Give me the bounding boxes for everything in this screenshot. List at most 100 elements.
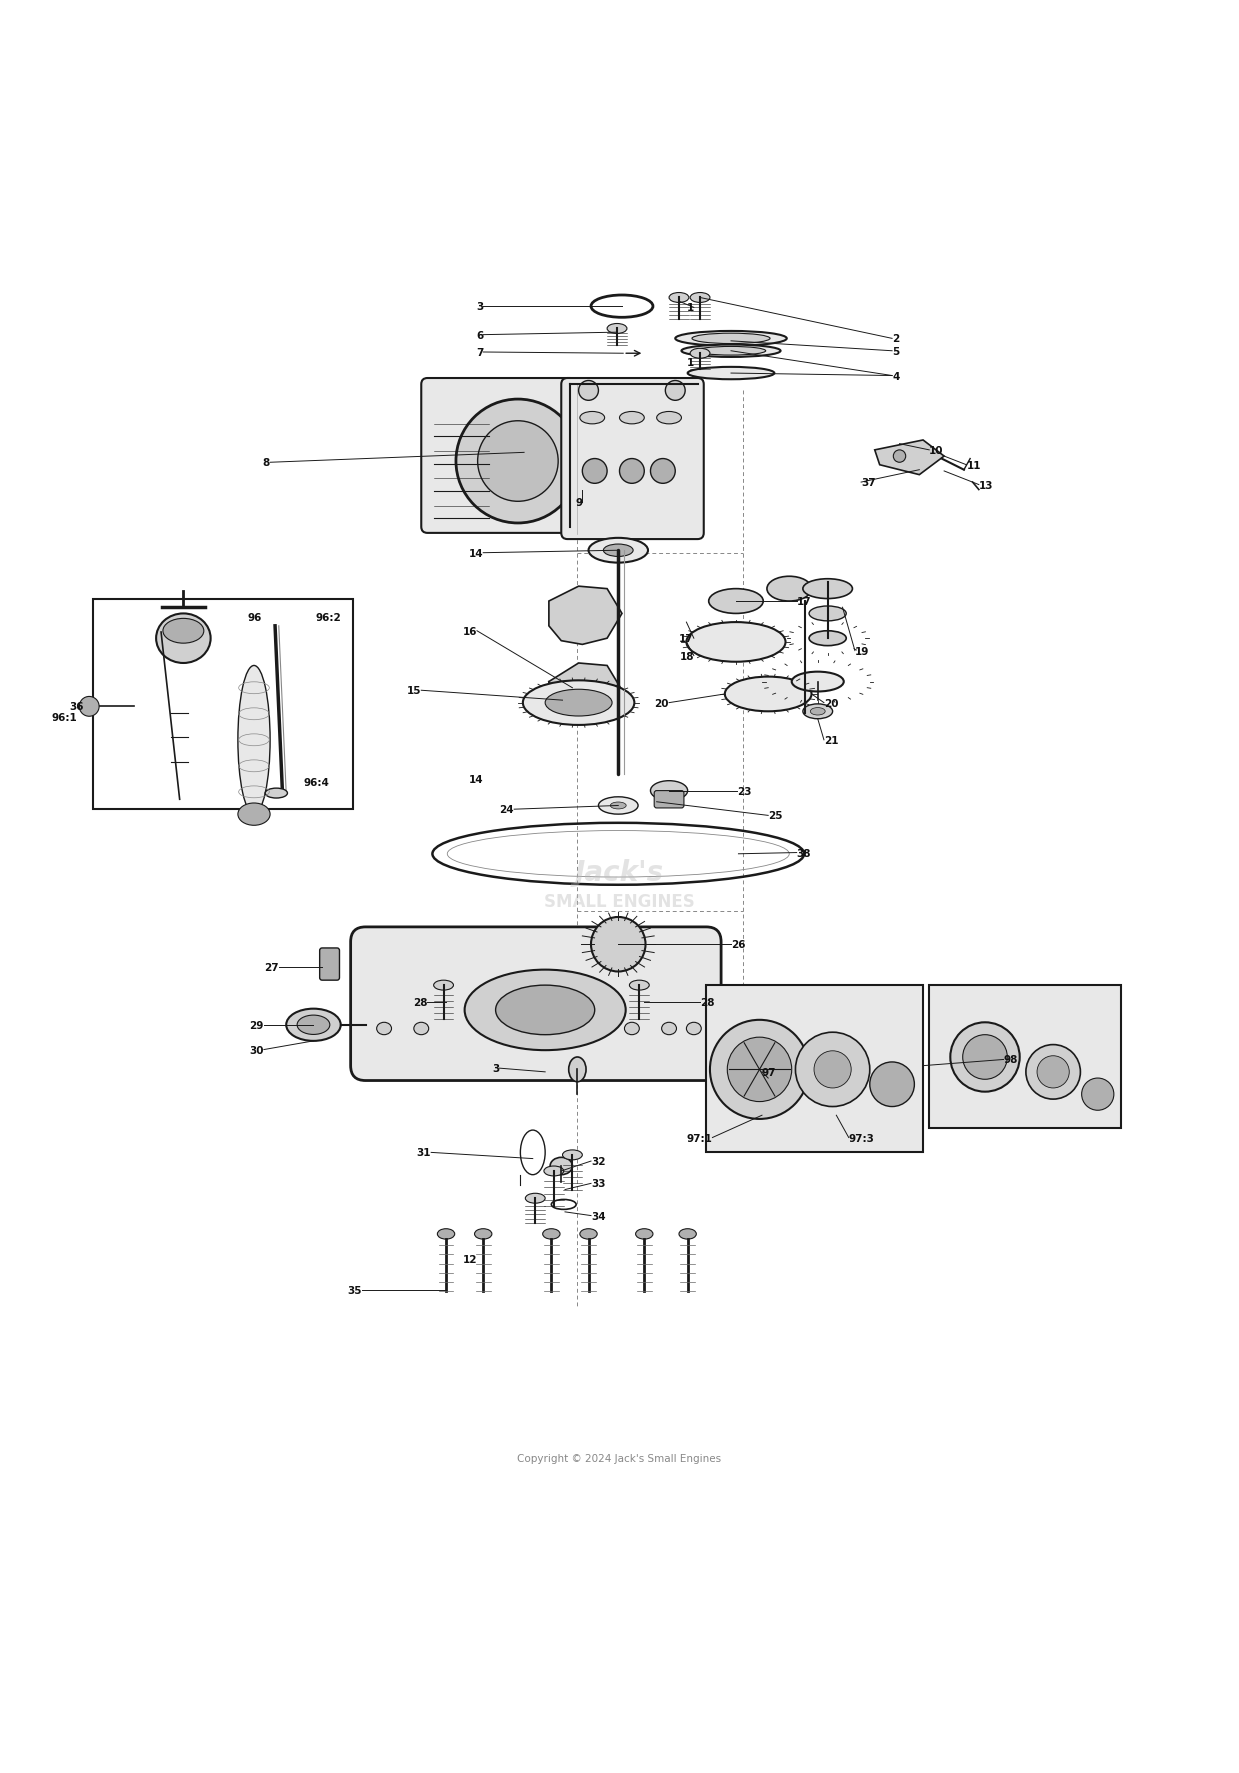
Circle shape — [814, 1051, 851, 1089]
Ellipse shape — [496, 986, 595, 1035]
Circle shape — [795, 1032, 870, 1106]
Text: 14: 14 — [468, 775, 483, 785]
Text: 19: 19 — [855, 645, 870, 656]
Text: Copyright © 2024 Jack's Small Engines: Copyright © 2024 Jack's Small Engines — [518, 1454, 721, 1463]
Text: 17: 17 — [679, 633, 694, 644]
FancyBboxPatch shape — [706, 986, 923, 1152]
Circle shape — [456, 401, 580, 523]
Text: 28: 28 — [413, 998, 427, 1007]
Text: 5: 5 — [892, 346, 900, 356]
FancyBboxPatch shape — [929, 986, 1121, 1128]
Text: 30: 30 — [249, 1044, 264, 1055]
Text: Jack's: Jack's — [575, 858, 664, 886]
Ellipse shape — [657, 413, 681, 424]
Ellipse shape — [297, 1016, 330, 1035]
Text: 25: 25 — [768, 810, 783, 821]
Ellipse shape — [662, 1023, 676, 1035]
Text: 9: 9 — [575, 498, 582, 507]
Ellipse shape — [686, 622, 786, 663]
Ellipse shape — [809, 631, 846, 647]
Circle shape — [582, 459, 607, 484]
Text: 2: 2 — [892, 333, 900, 344]
Text: 34: 34 — [591, 1211, 606, 1222]
Ellipse shape — [767, 576, 812, 601]
Ellipse shape — [669, 293, 689, 303]
FancyBboxPatch shape — [654, 791, 684, 808]
Ellipse shape — [580, 413, 605, 424]
Ellipse shape — [624, 1023, 639, 1035]
Text: 21: 21 — [824, 736, 839, 745]
Ellipse shape — [238, 803, 270, 826]
Ellipse shape — [803, 580, 852, 599]
Text: 28: 28 — [700, 998, 715, 1007]
Text: 12: 12 — [462, 1254, 477, 1264]
Ellipse shape — [434, 980, 453, 991]
Ellipse shape — [465, 970, 626, 1051]
Ellipse shape — [580, 1229, 597, 1239]
Text: 23: 23 — [737, 785, 752, 796]
Text: 13: 13 — [979, 480, 994, 491]
Text: 17: 17 — [797, 598, 812, 606]
Text: 10: 10 — [929, 445, 944, 456]
Ellipse shape — [725, 677, 812, 713]
Text: 20: 20 — [824, 699, 839, 707]
Polygon shape — [549, 663, 622, 723]
Text: 15: 15 — [406, 686, 421, 695]
Text: 6: 6 — [476, 330, 483, 340]
Text: 26: 26 — [731, 940, 746, 950]
Text: 29: 29 — [249, 1019, 264, 1030]
Text: 97: 97 — [762, 1067, 777, 1078]
Text: 97:3: 97:3 — [849, 1133, 875, 1144]
Ellipse shape — [238, 667, 270, 814]
Text: 7: 7 — [476, 348, 483, 358]
Circle shape — [893, 450, 906, 463]
Circle shape — [963, 1035, 1007, 1080]
Ellipse shape — [620, 413, 644, 424]
Ellipse shape — [591, 917, 646, 972]
Text: 3: 3 — [492, 1064, 499, 1073]
Circle shape — [950, 1023, 1020, 1092]
Text: 35: 35 — [347, 1285, 362, 1296]
Text: 8: 8 — [263, 457, 270, 468]
Text: 16: 16 — [462, 626, 477, 637]
Text: 11: 11 — [966, 461, 981, 470]
Ellipse shape — [265, 789, 287, 798]
Text: 97:1: 97:1 — [686, 1133, 712, 1144]
Ellipse shape — [696, 348, 766, 356]
FancyBboxPatch shape — [93, 599, 353, 810]
Ellipse shape — [544, 1167, 564, 1175]
Ellipse shape — [543, 1229, 560, 1239]
Ellipse shape — [475, 1229, 492, 1239]
Circle shape — [1026, 1044, 1080, 1099]
Ellipse shape — [607, 324, 627, 335]
Text: 37: 37 — [861, 477, 876, 488]
Ellipse shape — [636, 1229, 653, 1239]
Ellipse shape — [688, 367, 774, 379]
Text: SMALL ENGINES: SMALL ENGINES — [544, 892, 695, 911]
Text: 27: 27 — [264, 963, 279, 972]
Circle shape — [1037, 1057, 1069, 1089]
Ellipse shape — [550, 1158, 572, 1175]
Text: 14: 14 — [468, 548, 483, 558]
Ellipse shape — [523, 681, 634, 725]
Text: 31: 31 — [416, 1147, 431, 1158]
Text: 96:1: 96:1 — [51, 713, 77, 723]
Text: 24: 24 — [499, 805, 514, 816]
Ellipse shape — [686, 1023, 701, 1035]
Ellipse shape — [414, 1023, 429, 1035]
Ellipse shape — [611, 803, 626, 810]
Circle shape — [477, 422, 558, 502]
Ellipse shape — [437, 1229, 455, 1239]
Ellipse shape — [709, 589, 763, 613]
Text: 20: 20 — [654, 699, 669, 707]
Ellipse shape — [690, 293, 710, 303]
Ellipse shape — [681, 346, 781, 358]
Ellipse shape — [690, 349, 710, 358]
Ellipse shape — [650, 782, 688, 801]
Circle shape — [79, 697, 99, 716]
Polygon shape — [875, 441, 944, 475]
Text: 4: 4 — [892, 371, 900, 381]
Ellipse shape — [563, 1151, 582, 1160]
Circle shape — [1082, 1078, 1114, 1110]
Text: 96:4: 96:4 — [304, 778, 330, 787]
